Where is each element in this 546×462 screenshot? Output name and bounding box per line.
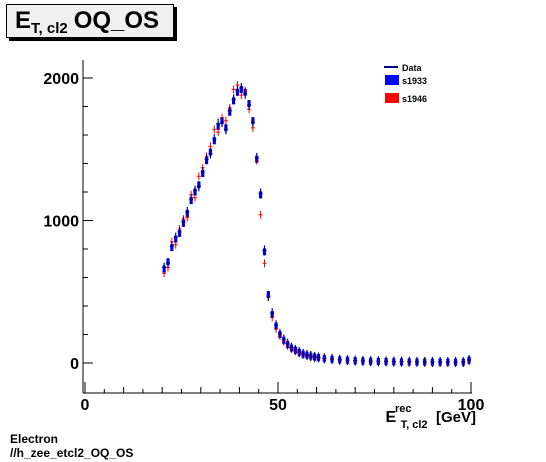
y-tick-label: 1000: [43, 214, 79, 231]
data-point-data: [204, 154, 209, 165]
data-point-data: [422, 356, 427, 367]
data-point-data: [312, 351, 317, 362]
legend: Data s1933 s1946: [384, 63, 427, 104]
x-axis-title: E T, cl2 [GeV]: [386, 409, 477, 432]
data-point-data: [181, 216, 186, 227]
data-point-data: [189, 194, 194, 205]
data-point-s1946: [223, 116, 228, 125]
data-point-s1946: [262, 259, 267, 268]
data-point-data: [438, 357, 443, 368]
data-point-data: [270, 308, 275, 319]
data-point-data: [345, 355, 350, 366]
data-point-data: [216, 118, 221, 129]
x-tick-label: 50: [269, 397, 287, 414]
footer-label-line2: //h_zee_etcl2_OQ_OS: [10, 446, 134, 460]
legend-data-label: Data: [402, 63, 423, 73]
data-point-data: [376, 356, 381, 367]
data-point-data: [258, 188, 263, 199]
y-tick-label: 2000: [43, 71, 79, 88]
data-point-data: [231, 94, 236, 105]
data-point-data: [337, 354, 342, 365]
data-point-data: [353, 355, 358, 366]
data-point-data: [177, 226, 182, 237]
footer-label-line1: Electron: [10, 432, 59, 446]
x-axis-title-sub: T, cl2: [401, 419, 428, 431]
plot-title: E T, cl2 OQ_OS: [6, 4, 174, 38]
data-point-data: [208, 148, 213, 159]
data-point-data: [293, 344, 298, 355]
data-point-data: [196, 181, 201, 192]
plot-title-rest: OQ_OS: [73, 7, 160, 34]
data-point-data: [414, 356, 419, 367]
series-data: [162, 82, 472, 368]
data-point-data: [262, 245, 267, 256]
axis-ticks: [83, 77, 472, 393]
x-axis-title-sup: rec: [395, 403, 412, 415]
data-point-data: [301, 348, 306, 359]
data-point-data: [220, 117, 225, 128]
data-point-data: [235, 85, 240, 96]
x-axis-title-unit: [GeV]: [436, 409, 476, 426]
data-point-data: [254, 152, 259, 163]
legend-s1946-swatch: [385, 93, 399, 103]
data-point-data: [193, 185, 198, 196]
data-point-data: [185, 206, 190, 217]
data-point-data: [297, 347, 302, 358]
data-point-data: [461, 357, 466, 368]
data-point-data: [243, 88, 248, 99]
series-s1933: [162, 85, 471, 366]
legend-s1946-label: s1946: [402, 94, 427, 104]
data-point-data: [453, 357, 458, 368]
plot-title-sub: T, cl2: [31, 19, 68, 37]
data-point-data: [281, 334, 286, 345]
data-point-data: [384, 356, 389, 367]
data-point-data: [274, 320, 279, 331]
data-point-data: [223, 124, 228, 135]
data-point-data: [445, 357, 450, 368]
data-point-data: [330, 354, 335, 365]
data-point-data: [430, 357, 435, 368]
data-point-data: [227, 105, 232, 116]
data-point-data: [467, 354, 472, 365]
data-point-data: [289, 342, 294, 353]
data-point-data: [165, 258, 170, 269]
data-point-s1946: [231, 85, 236, 94]
data-point-data: [368, 356, 373, 367]
data-point-data: [308, 351, 313, 362]
data-point-data: [212, 134, 217, 145]
data-point-data: [200, 167, 205, 178]
data-point-data: [399, 356, 404, 367]
data-point-data: [360, 355, 365, 366]
legend-s1933-label: s1933: [402, 76, 427, 86]
data-point-data: [304, 350, 309, 361]
data-point-data: [169, 241, 174, 252]
data-point-s1946: [216, 128, 221, 137]
data-point-data: [322, 353, 327, 364]
data-point-data: [266, 291, 271, 302]
series-s1946: [162, 81, 472, 367]
data-point-data: [239, 82, 244, 93]
tick-labels: 0 1000 2000 0 50 100: [43, 71, 484, 414]
data-point-data: [391, 356, 396, 367]
data-point-data: [277, 328, 282, 339]
x-axis-title-main: E: [386, 409, 397, 426]
data-point-data: [173, 232, 178, 243]
data-point-data: [250, 117, 255, 128]
data-point-s1946: [258, 210, 263, 219]
x-tick-label: 100: [458, 397, 485, 414]
data-point-data: [162, 262, 167, 273]
data-point-data: [247, 100, 252, 111]
plot-title-main: E: [15, 7, 32, 34]
legend-s1933-swatch: [385, 75, 399, 85]
data-point-data: [407, 356, 412, 367]
data-point-s1946: [212, 125, 217, 134]
data-point-s1946: [196, 172, 201, 181]
y-tick-label: 0: [70, 356, 79, 373]
data-point-data: [285, 338, 290, 349]
data-point-data: [316, 352, 321, 363]
x-tick-label: 0: [81, 397, 90, 414]
